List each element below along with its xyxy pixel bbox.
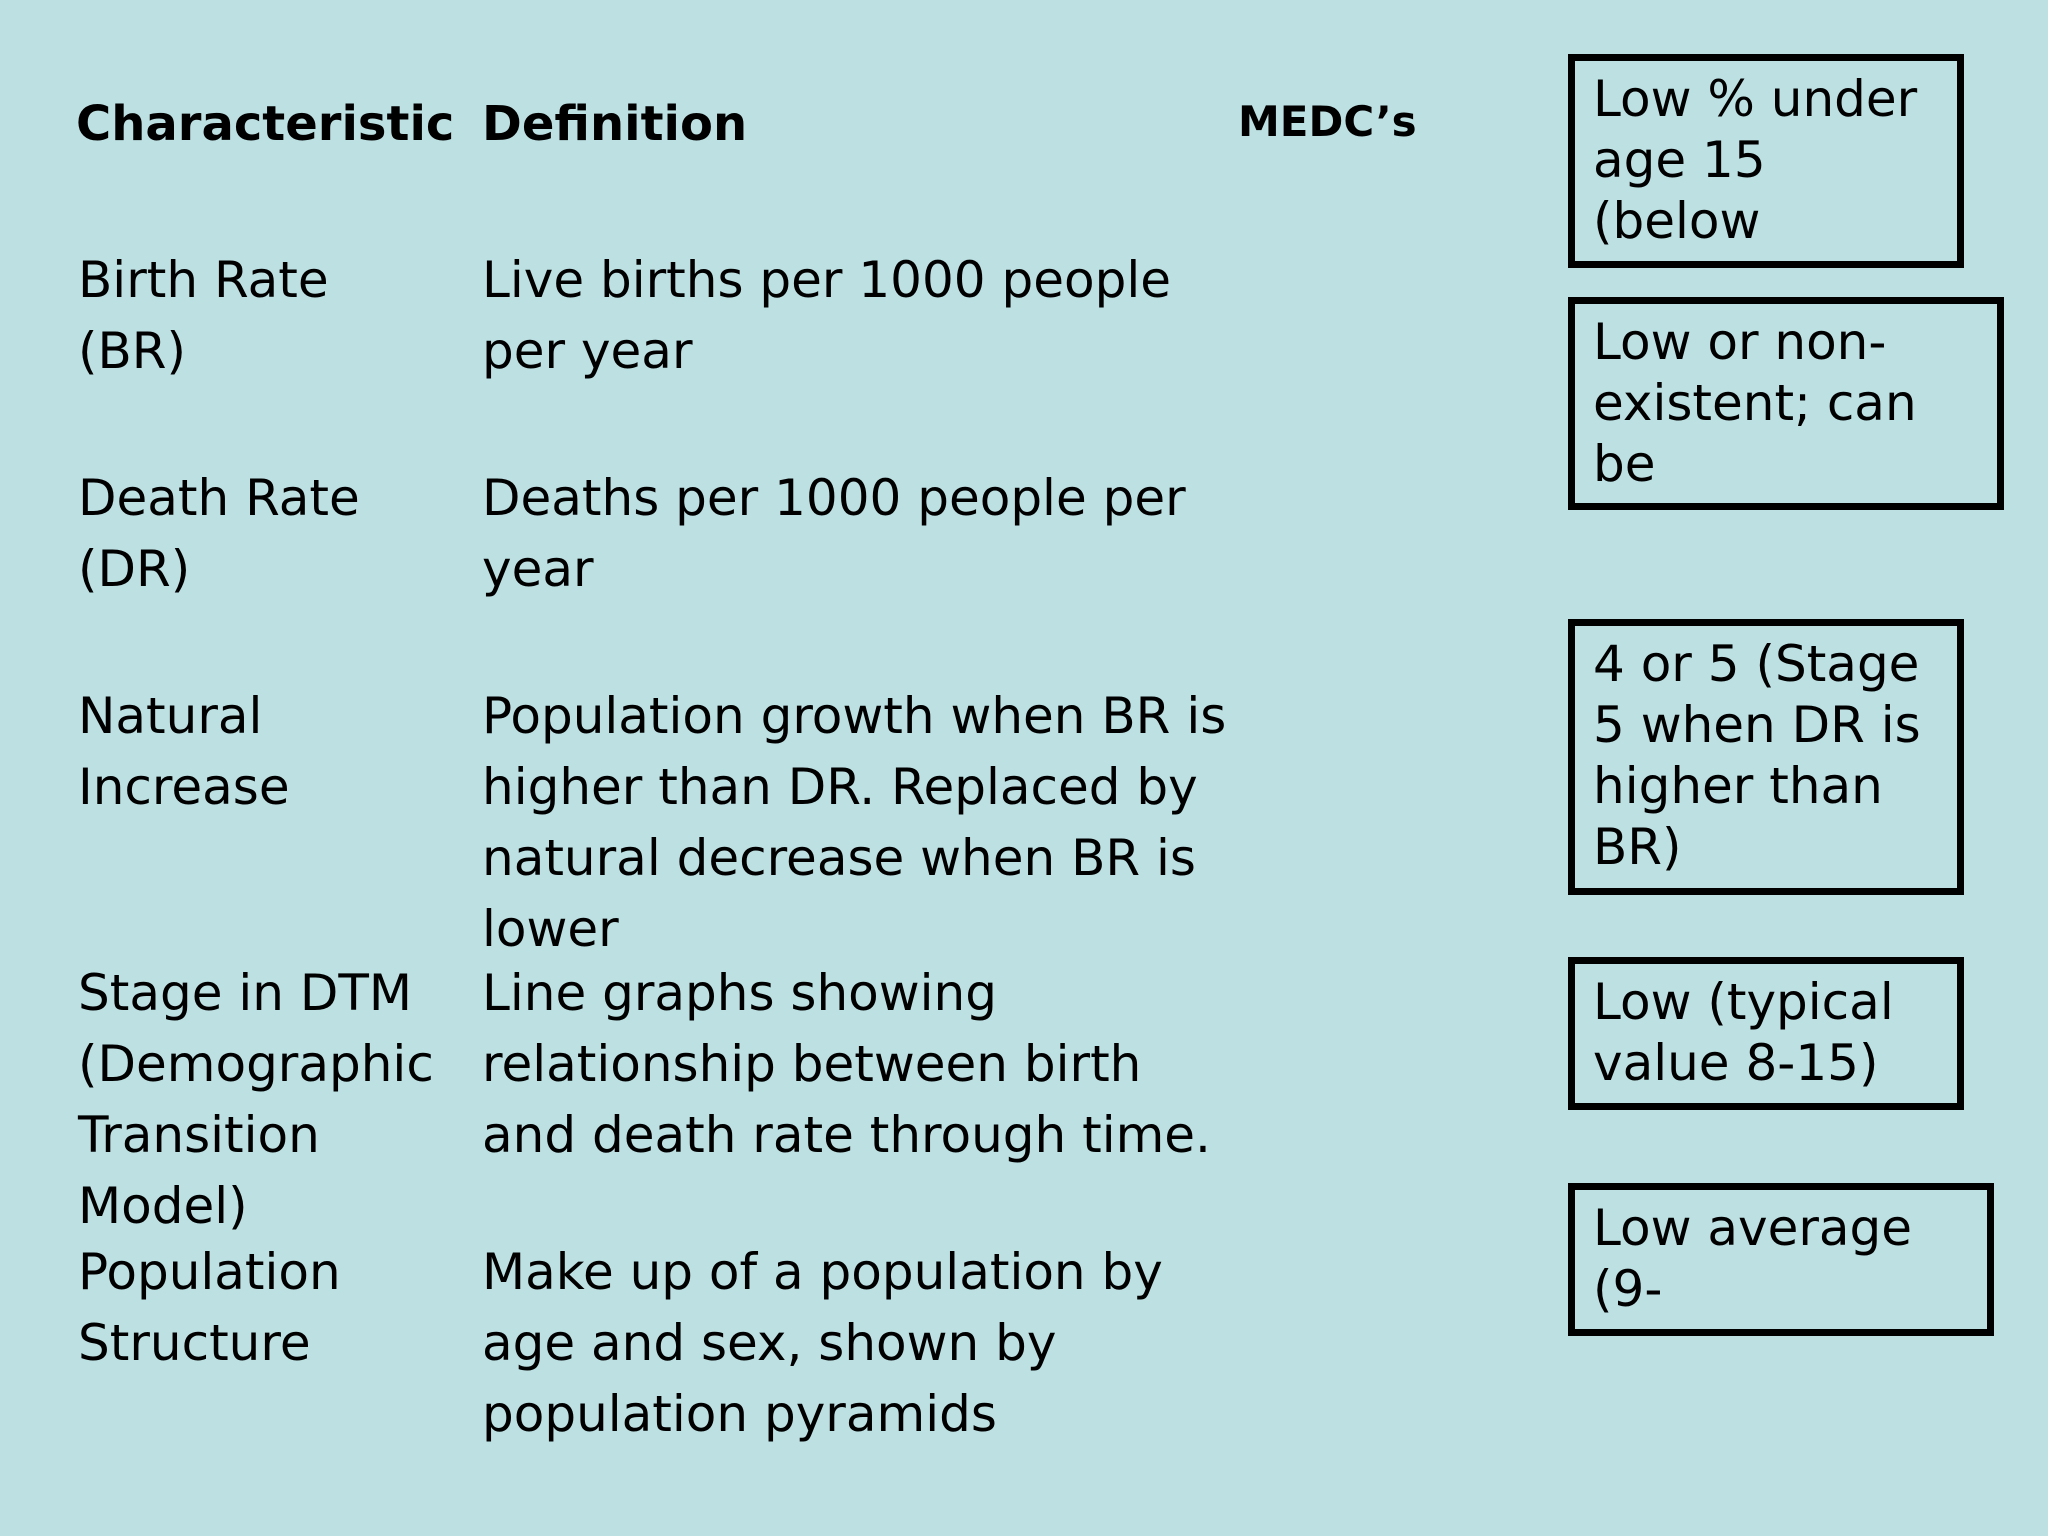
definition-birth-rate: Live births per 1000 people per year [482, 251, 1171, 380]
definition-natural-increase: Population growth when BR is higher than… [482, 687, 1227, 958]
characteristic-population-structure: Population Structure [78, 1243, 341, 1372]
medc-box-population-under-15: Low % under age 15 (below 25%) [1568, 54, 1964, 268]
medc-box-natural-increase: Low or non- existent; can be a minus val… [1568, 297, 2004, 510]
characteristic-birth-rate: Birth Rate (BR) [78, 251, 329, 380]
characteristic-death-rate: Death Rate (DR) [78, 469, 360, 598]
header-characteristic: Characteristic [76, 96, 455, 152]
medc-box-death-rate: Low (typical value 8-15) [1568, 957, 1964, 1110]
medc-box-birth-rate: Low average (9- 10) [1568, 1183, 1994, 1336]
definition-death-rate: Deaths per 1000 people per year [482, 469, 1186, 598]
definition-stage-in-dtm: Line graphs showing relationship between… [482, 964, 1211, 1164]
header-definition: Definition [482, 96, 748, 152]
definition-population-structure: Make up of a population by age and sex, … [482, 1243, 1163, 1443]
characteristic-natural-increase: Natural Increase [78, 687, 290, 816]
characteristic-stage-in-dtm: Stage in DTM (Demographic Transition Mod… [78, 964, 434, 1235]
medc-box-dtm-stage: 4 or 5 (Stage 5 when DR is higher than B… [1568, 619, 1964, 895]
header-medcs: MEDC’s [1238, 97, 1417, 146]
